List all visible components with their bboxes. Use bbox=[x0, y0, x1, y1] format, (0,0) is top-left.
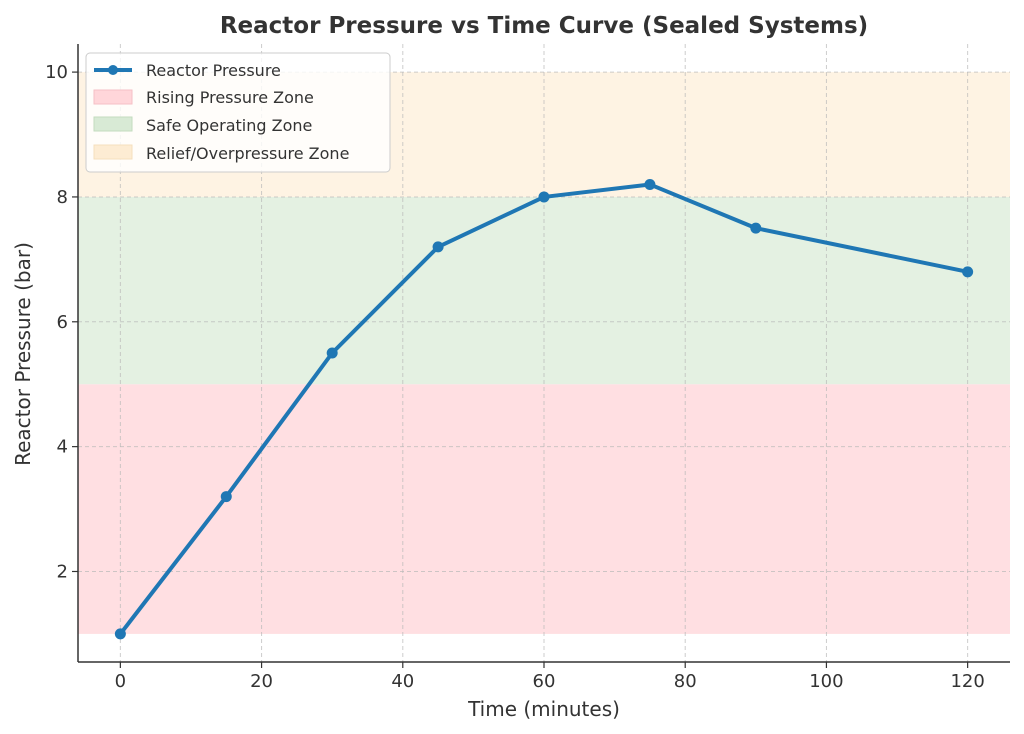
series-layer bbox=[114, 178, 974, 640]
legend-label-safe-zone: Safe Operating Zone bbox=[146, 116, 312, 135]
y-axis-label: Reactor Pressure (bar) bbox=[11, 242, 35, 466]
x-tick-label: 40 bbox=[391, 671, 414, 692]
legend-frame bbox=[85, 52, 391, 173]
ticks-layer: 0 20 40 60 80 100 120 2 4 6 8 10 bbox=[45, 62, 985, 692]
y-tick-label: 10 bbox=[45, 62, 68, 83]
data-point bbox=[432, 241, 444, 253]
x-tick-label: 120 bbox=[950, 671, 984, 692]
x-tick-label: 80 bbox=[674, 671, 697, 692]
chart-title: Reactor Pressure vs Time Curve (Sealed S… bbox=[220, 13, 868, 39]
data-point bbox=[220, 491, 232, 503]
y-tick-label: 6 bbox=[57, 312, 68, 333]
legend-swatch-safe-zone bbox=[93, 116, 133, 132]
data-point bbox=[962, 266, 974, 278]
legend-swatch-rising-zone bbox=[93, 89, 133, 105]
data-point bbox=[750, 222, 762, 234]
y-tick-label: 4 bbox=[57, 437, 68, 458]
legend-label-reactor-pressure: Reactor Pressure bbox=[146, 61, 281, 80]
data-point bbox=[326, 347, 338, 359]
x-tick-label: 20 bbox=[250, 671, 273, 692]
y-tick-label: 2 bbox=[57, 561, 68, 582]
legend-marker-reactor-pressure bbox=[108, 65, 118, 75]
x-tick-label: 100 bbox=[809, 671, 843, 692]
y-tick-label: 8 bbox=[57, 187, 68, 208]
data-point bbox=[538, 191, 550, 203]
x-axis-label: Time (minutes) bbox=[467, 697, 620, 721]
series-line bbox=[118, 182, 970, 636]
legend-swatch-relief-zone bbox=[93, 144, 133, 160]
x-tick-label: 0 bbox=[115, 671, 126, 692]
data-point bbox=[644, 178, 656, 190]
legend-label-relief-zone: Relief/Overpressure Zone bbox=[146, 144, 349, 163]
legend: Reactor Pressure Rising Pressure Zone Sa… bbox=[85, 52, 391, 173]
x-tick-label: 60 bbox=[533, 671, 556, 692]
data-point bbox=[114, 628, 126, 640]
legend-label-rising-zone: Rising Pressure Zone bbox=[146, 88, 314, 107]
